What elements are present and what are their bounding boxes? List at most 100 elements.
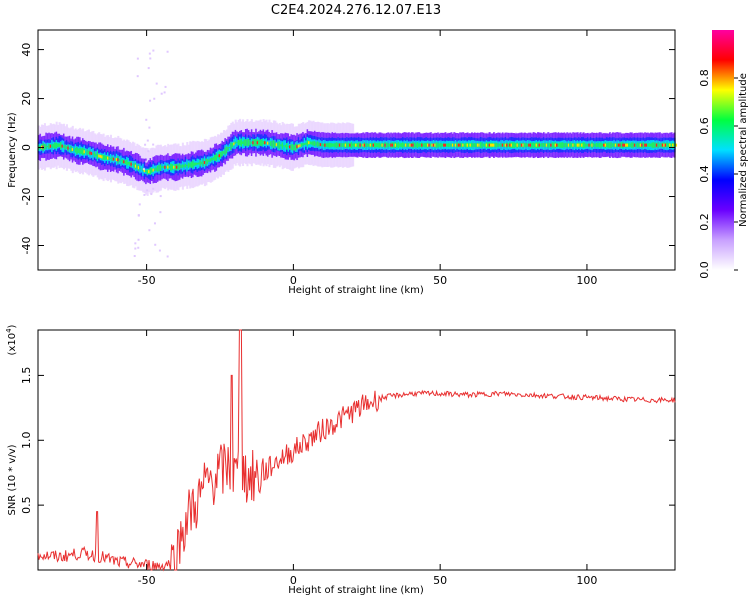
- spectrogram-cell: [174, 163, 177, 171]
- spectrogram-cell: [379, 143, 383, 147]
- spectrogram-cell: [268, 142, 271, 145]
- spectrogram-cell: [303, 143, 306, 146]
- spectrogram-cell: [399, 143, 402, 147]
- spectrogram-cell: [140, 168, 143, 170]
- spectrogram-cell: [497, 143, 500, 147]
- spectrogram-cell: [660, 143, 663, 148]
- spectrogram-y-ticks: 40 20 0 -20 -40: [20, 43, 675, 254]
- spectrogram-y-tick-label: 40: [20, 43, 33, 57]
- spectrogram-cell: [537, 142, 540, 148]
- spectrogram-cell: [102, 154, 105, 160]
- spectrogram-cell: [670, 143, 673, 147]
- spectrogram-cell: [151, 168, 154, 173]
- spectrogram-cell: [231, 142, 234, 148]
- spectrogram-speckle: [153, 97, 156, 100]
- spectrogram-cell: [403, 143, 406, 147]
- spectrogram-cell: [450, 143, 453, 147]
- spectrogram-cell: [212, 157, 215, 160]
- spectrogram-cell: [74, 147, 77, 153]
- spectrogram-cell: [315, 142, 318, 146]
- spectrogram-cell: [124, 160, 127, 165]
- spectrogram-cell: [309, 141, 312, 145]
- spectrogram-cell: [243, 139, 246, 146]
- spectrogram-cell: [43, 144, 46, 150]
- spectrogram-cell: [387, 142, 390, 148]
- spectrogram-speckle: [155, 82, 158, 85]
- spectrogram-cell: [424, 142, 427, 148]
- spectrogram-cell: [133, 163, 136, 168]
- spectrogram-y-label: Frequency (Hz): [7, 112, 18, 188]
- spectrogram-cell: [484, 143, 487, 147]
- spectrogram-cell: [159, 164, 162, 171]
- snr-y-tick-label: 1.0: [20, 432, 33, 450]
- spectrogram-cell: [60, 142, 63, 150]
- spectrogram-cell: [557, 143, 560, 147]
- spectrogram-cell: [196, 162, 199, 165]
- spectrogram-cell: [666, 142, 669, 148]
- spectrogram-cell: [96, 151, 99, 160]
- spectrogram-heatmap: [38, 49, 678, 258]
- spectrogram-cell: [400, 143, 403, 148]
- spectrogram-cell: [92, 153, 95, 155]
- spectrogram-cell: [613, 143, 616, 148]
- spectrogram-cell: [425, 142, 428, 148]
- spectrogram-speckle: [136, 57, 139, 60]
- spectrogram-cell: [120, 160, 123, 162]
- spectrogram-speckle: [144, 143, 147, 146]
- spectrogram-cell: [523, 142, 526, 148]
- spectrogram-cell: [446, 143, 449, 147]
- spectrogram-speckle: [166, 50, 169, 53]
- spectrogram-cell: [352, 143, 355, 147]
- spectrogram-cell: [230, 142, 233, 151]
- spectrogram-cell: [80, 148, 83, 154]
- spectrogram-cell: [375, 142, 378, 148]
- spectrogram-cell: [652, 142, 656, 148]
- spectrogram-cell: [280, 144, 283, 147]
- spectrogram-cell: [422, 143, 425, 147]
- snr-x-tick-label: 100: [576, 574, 597, 587]
- spectrogram-speckle: [136, 75, 139, 78]
- spectrogram-cell: [277, 142, 280, 148]
- spectrogram-cell: [340, 143, 343, 148]
- snr-series-line: [37, 329, 676, 572]
- spectrogram-cell: [180, 164, 183, 168]
- spectrogram-cell: [579, 143, 582, 148]
- spectrogram-x-tick-label: 0: [290, 274, 297, 287]
- spectrogram-cell: [566, 142, 569, 148]
- spectrogram-cell: [542, 143, 545, 148]
- spectrogram-cell: [258, 139, 261, 146]
- spectrogram-cell: [68, 147, 71, 150]
- spectrogram-cell: [437, 142, 440, 148]
- spectrogram-cell: [525, 143, 528, 148]
- spectrogram-cell: [513, 142, 516, 148]
- spectrogram-cell: [181, 164, 184, 168]
- spectrogram-speckle: [134, 247, 137, 250]
- spectrogram-speckle: [146, 189, 149, 192]
- spectrogram-y-tick-label: 20: [20, 92, 33, 106]
- snr-x-ticks: -50 0 50 100: [138, 330, 597, 587]
- spectrogram-cell: [247, 139, 250, 147]
- spectrogram-cell: [48, 143, 51, 149]
- spectrogram-cell: [368, 143, 371, 147]
- spectrogram-cell: [532, 142, 535, 148]
- spectrogram-cell: [58, 143, 61, 147]
- spectrogram-cell: [278, 141, 281, 149]
- spectrogram-x-label: Height of straight line (km): [288, 285, 424, 296]
- spectrogram-cell: [217, 155, 220, 158]
- spectrogram-cell: [139, 167, 142, 170]
- spectrogram-cell: [541, 143, 544, 148]
- spectrogram-cell: [441, 143, 444, 147]
- spectrogram-cell: [630, 142, 634, 148]
- spectrogram-cell: [328, 142, 331, 148]
- spectrogram-cell: [642, 142, 645, 148]
- spectrogram-speckle: [137, 238, 140, 241]
- spectrogram-cell: [650, 143, 653, 147]
- snr-panel: -50 0 50 100 1.5 1.0 0.5 Height of straight l…: [5, 324, 676, 596]
- spectrogram-cell: [460, 142, 463, 148]
- spectrogram-cell: [438, 143, 441, 147]
- snr-y-tick-label: 0.5: [20, 496, 33, 514]
- spectrogram-cell: [539, 143, 543, 147]
- spectrogram-speckle: [145, 118, 148, 121]
- spectrogram-cell: [482, 143, 485, 147]
- spectrogram-cell: [300, 143, 303, 148]
